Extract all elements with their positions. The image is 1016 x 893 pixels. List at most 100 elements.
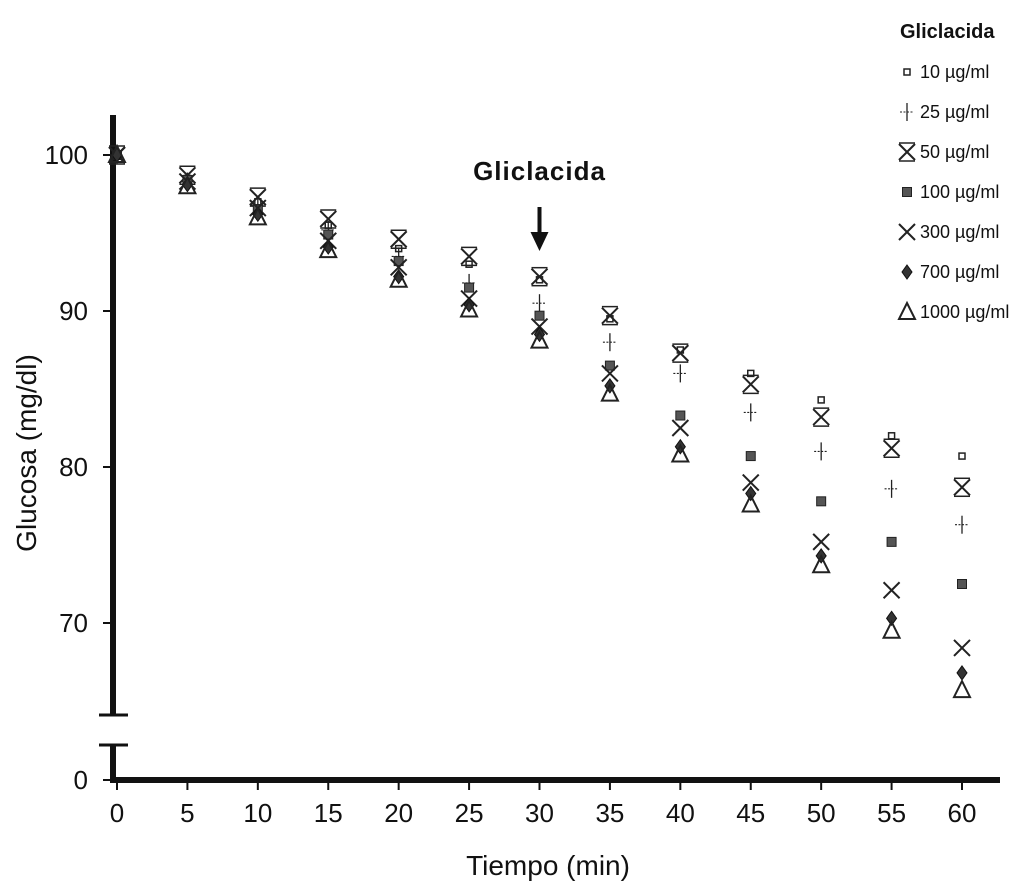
- y-tick-label: 0: [74, 765, 88, 795]
- x-tick-label: 25: [455, 798, 484, 828]
- legend-label: 300 µg/ml: [920, 222, 999, 242]
- data-point: [671, 419, 690, 437]
- x-tick-label: 5: [180, 798, 194, 828]
- data-point: [884, 479, 899, 498]
- y-tick-label: 70: [59, 608, 88, 638]
- data-point: [952, 678, 972, 699]
- legend-label: 1000 µg/ml: [920, 302, 1009, 322]
- data-point: [460, 246, 478, 267]
- x-tick-label: 35: [595, 798, 624, 828]
- data-point: [529, 329, 550, 349]
- series-50-g-ml: [108, 145, 971, 498]
- down-arrow-icon: [530, 207, 549, 251]
- legend-item: 700 µg/ml: [901, 262, 999, 282]
- x-tick-label: 15: [314, 798, 343, 828]
- data-point: [601, 364, 619, 383]
- data-point: [107, 143, 127, 163]
- data-point: [248, 206, 268, 226]
- data-point: [252, 206, 264, 223]
- data-point: [319, 209, 337, 229]
- data-point: [670, 443, 690, 463]
- legend-label: 700 µg/ml: [920, 262, 999, 282]
- data-point: [953, 477, 971, 498]
- data-point: [886, 536, 897, 547]
- data-point: [534, 310, 545, 321]
- legend-label: 50 µg/ml: [920, 142, 989, 162]
- data-point: [177, 174, 198, 195]
- y-tick-label: 90: [59, 296, 88, 326]
- x-tick-label: 40: [666, 798, 695, 828]
- data-point: [389, 268, 409, 288]
- data-point: [604, 360, 615, 371]
- data-point: [463, 296, 475, 313]
- legend-item: 100 µg/ml: [902, 182, 999, 202]
- legend-item: 10 µg/ml: [903, 62, 989, 82]
- x-tick-label: 20: [384, 798, 413, 828]
- data-points: [107, 143, 972, 699]
- data-point: [814, 442, 829, 461]
- data-point: [389, 258, 408, 277]
- data-point: [673, 364, 688, 383]
- x-tick-label: 30: [525, 798, 554, 828]
- data-point: [811, 554, 831, 574]
- data-point: [532, 294, 547, 313]
- data-point: [817, 396, 825, 404]
- data-point: [742, 374, 760, 395]
- data-point: [812, 407, 830, 427]
- data-point: [393, 256, 404, 267]
- tick-labels: 0 5 10 15 20 25 30 35 40 45 50 55 60 0 70 80 90 100: [45, 140, 977, 828]
- data-point: [957, 579, 967, 589]
- data-point: [671, 343, 690, 363]
- data-point: [322, 239, 334, 255]
- legend-item: 50 µg/ml: [898, 142, 989, 162]
- data-point: [602, 333, 617, 352]
- legend-label: 100 µg/ml: [920, 182, 999, 202]
- axes: [99, 115, 1000, 783]
- data-point: [393, 268, 405, 285]
- x-tick-label: 0: [110, 798, 124, 828]
- data-point: [741, 493, 761, 513]
- y-tick-label: 80: [59, 452, 88, 482]
- data-point: [955, 515, 969, 534]
- data-point: [881, 619, 902, 639]
- data-point: [812, 533, 830, 551]
- legend: Gliclacida 10 µg/ml 25 µg/ml 50 µg/ml 100 µ…: [897, 21, 1009, 322]
- data-point: [318, 238, 338, 259]
- y-tick-label: 100: [45, 140, 88, 170]
- data-point: [958, 452, 966, 460]
- legend-title: Gliclacida: [900, 21, 995, 43]
- data-point: [953, 639, 971, 657]
- data-point: [956, 665, 968, 681]
- y-axis-label: Glucosa (mg/dl): [11, 354, 42, 552]
- legend-item: 1000 µg/ml: [897, 300, 1009, 322]
- legend-item: 300 µg/ml: [898, 222, 999, 242]
- data-point: [601, 305, 619, 326]
- data-point: [675, 410, 686, 421]
- data-point: [464, 282, 475, 293]
- series-1000-g-ml: [107, 143, 972, 699]
- legend-item: 25 µg/ml: [900, 102, 989, 122]
- x-tick-label: 10: [243, 798, 272, 828]
- data-point: [743, 403, 758, 422]
- data-point: [389, 229, 408, 249]
- x-tick-label: 60: [948, 798, 977, 828]
- data-point: [745, 451, 756, 462]
- data-point: [882, 438, 901, 459]
- data-point: [600, 382, 620, 402]
- data-point: [747, 369, 755, 378]
- x-axis-label: Tiempo (min): [466, 850, 630, 881]
- data-point: [465, 260, 473, 268]
- data-point: [742, 473, 760, 492]
- data-point: [530, 266, 549, 287]
- legend-label: 25 µg/ml: [920, 102, 989, 122]
- data-point: [816, 496, 827, 507]
- x-tick-label: 55: [877, 798, 906, 828]
- x-tick-label: 50: [807, 798, 836, 828]
- legend-label: 10 µg/ml: [920, 62, 989, 82]
- data-point: [887, 432, 896, 440]
- data-point: [885, 610, 898, 627]
- data-point: [459, 298, 479, 318]
- data-point: [882, 581, 901, 599]
- annotation: Gliclacida: [473, 156, 605, 251]
